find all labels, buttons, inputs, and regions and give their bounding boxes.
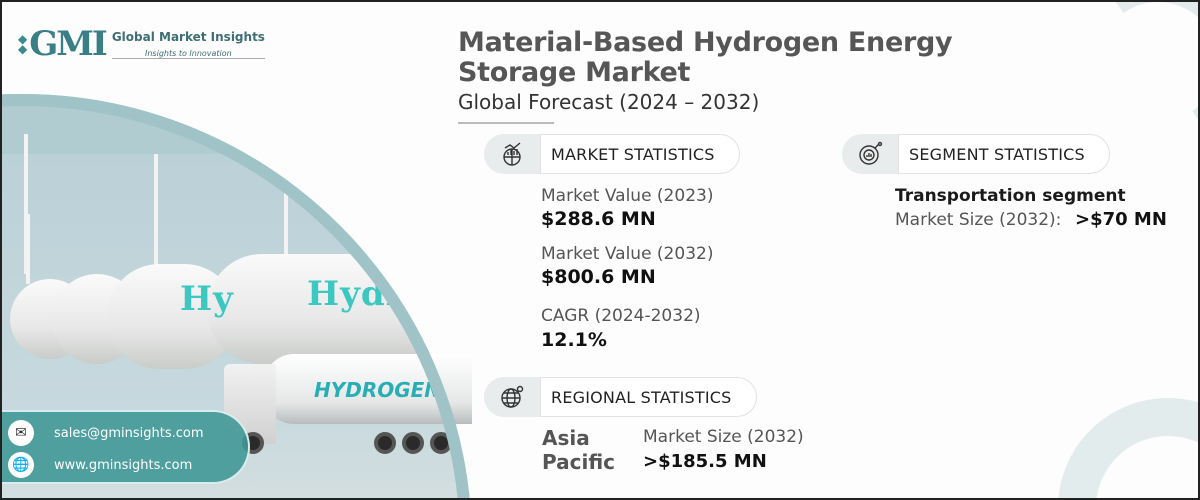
segment-market-size-value: >$70 MN [1075, 209, 1167, 230]
logo-mark: GMI [29, 24, 108, 64]
page-subtitle: Global Forecast (2024 – 2032) [458, 90, 760, 114]
market-value-2023: $288.6 MN [541, 208, 656, 230]
hero-photo: Hy Hydrogen HYDROGEN [2, 94, 472, 498]
region-name: Asia Pacific [542, 426, 615, 474]
mail-icon: ✉ [8, 420, 34, 446]
title-divider [458, 122, 554, 124]
market-value-2032: $800.6 MN [541, 266, 656, 288]
region-line-1: Asia [542, 426, 590, 450]
contact-email[interactable]: sales@gminsights.com [54, 425, 204, 441]
globe-icon: 🌐 [8, 452, 34, 478]
brand-tagline: Insights to Innovation [145, 48, 232, 58]
segment-name: Transportation segment [895, 186, 1126, 206]
contact-website[interactable]: www.gminsights.com [54, 457, 193, 473]
contact-panel: ✉ sales@gminsights.com 🌐 www.gminsights.… [2, 410, 250, 484]
contact-email-row[interactable]: ✉ sales@gminsights.com [8, 418, 248, 448]
globe-pin-icon [484, 377, 540, 417]
page-title: Material-Based Hydrogen Energy Storage M… [458, 27, 953, 88]
logo-diamond-icon: ◆ ◆ [18, 32, 28, 56]
title-line-1: Material-Based Hydrogen Energy [458, 27, 953, 58]
chart-globe-icon [484, 134, 540, 174]
region-market-size-value: >$185.5 MN [643, 451, 767, 472]
segment-statistics-heading: SEGMENT STATISTICS [898, 134, 1110, 174]
region-line-2: Pacific [542, 450, 616, 474]
segment-market-size-label: Market Size (2032): [895, 210, 1062, 230]
pie-chart-icon [842, 134, 898, 174]
regional-statistics-heading: REGIONAL STATISTICS [540, 377, 757, 417]
regional-statistics-header: REGIONAL STATISTICS [484, 377, 757, 417]
brand-name: Global Market Insights [111, 29, 265, 44]
market-value-2032-label: Market Value (2032) [541, 244, 714, 264]
region-market-size-label: Market Size (2032) [643, 427, 804, 447]
market-value-2023-label: Market Value (2023) [541, 186, 714, 206]
contact-website-row[interactable]: 🌐 www.gminsights.com [8, 450, 248, 480]
cagr-label: CAGR (2024-2032) [541, 306, 701, 326]
gmi-logo: ◆ ◆ GMI Global Market Insights Insights t… [18, 24, 265, 64]
decorative-arc-bottom [1058, 398, 1198, 498]
market-statistics-header: MARKET STATISTICS [484, 134, 740, 174]
title-line-2: Storage Market [458, 57, 691, 88]
segment-statistics-header: SEGMENT STATISTICS [842, 134, 1110, 174]
cagr-value: 12.1% [541, 329, 607, 351]
market-statistics-heading: MARKET STATISTICS [540, 134, 740, 174]
